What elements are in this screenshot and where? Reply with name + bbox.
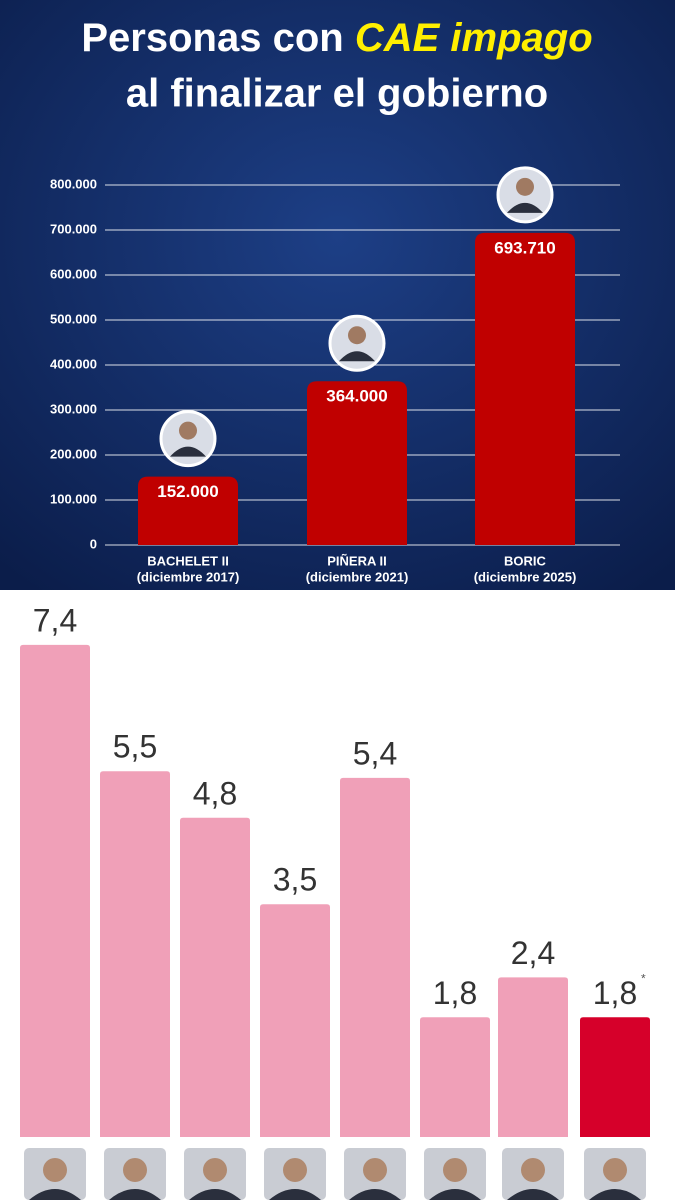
y-tick-label: 800.000 bbox=[50, 176, 97, 191]
title-highlight: CAE impago bbox=[355, 16, 593, 60]
x-tick-label: PIÑERA II bbox=[327, 553, 386, 568]
portrait-body bbox=[269, 1189, 321, 1200]
y-tick-label: 700.000 bbox=[50, 221, 97, 236]
bar bbox=[475, 232, 575, 545]
portrait-face bbox=[203, 1158, 227, 1182]
chart-title: Personas con CAE impago bbox=[81, 16, 592, 60]
portrait-face bbox=[348, 326, 366, 345]
x-tick-note: (diciembre 2025) bbox=[474, 569, 577, 584]
portrait-body bbox=[189, 1189, 241, 1200]
portrait-body bbox=[349, 1189, 401, 1200]
value-label: 3,5 bbox=[273, 862, 317, 898]
y-tick-label: 600.000 bbox=[50, 266, 97, 281]
portrait-face bbox=[283, 1158, 307, 1182]
value-label: 1,8 bbox=[593, 975, 637, 1011]
y-tick-label: 0 bbox=[90, 536, 97, 551]
value-label: 693.710 bbox=[494, 238, 555, 257]
portrait-face bbox=[123, 1158, 147, 1182]
portrait-face bbox=[363, 1158, 387, 1182]
bar bbox=[180, 817, 250, 1137]
x-tick-note: (diciembre 2021) bbox=[306, 569, 409, 584]
portrait-face bbox=[521, 1158, 545, 1182]
portrait-face bbox=[443, 1158, 467, 1182]
value-label: 152.000 bbox=[157, 482, 218, 501]
title-part: Personas con bbox=[81, 16, 343, 60]
y-tick-label: 400.000 bbox=[50, 356, 97, 371]
y-tick-label: 300.000 bbox=[50, 401, 97, 416]
x-tick-label: BACHELET II bbox=[147, 553, 229, 568]
bar bbox=[20, 644, 90, 1137]
bar bbox=[420, 1017, 490, 1137]
portrait-face bbox=[43, 1158, 67, 1182]
bar bbox=[138, 476, 238, 545]
portrait-body bbox=[339, 351, 375, 362]
bar bbox=[100, 771, 170, 1137]
chart-title: al finalizar el gobierno bbox=[126, 72, 548, 116]
footnote-mark: * bbox=[641, 971, 646, 985]
bar bbox=[580, 1017, 650, 1137]
portrait-face bbox=[179, 421, 197, 440]
value-label: 7,4 bbox=[33, 602, 77, 638]
portrait-body bbox=[109, 1189, 161, 1200]
bar bbox=[498, 977, 568, 1137]
portrait-face bbox=[603, 1158, 627, 1182]
x-tick-label: BORIC bbox=[504, 553, 547, 568]
portrait-body bbox=[170, 446, 206, 457]
y-tick-label: 500.000 bbox=[50, 311, 97, 326]
bar bbox=[307, 381, 407, 545]
portrait-body bbox=[429, 1189, 481, 1200]
portrait-body bbox=[29, 1189, 81, 1200]
portrait-body bbox=[589, 1189, 641, 1200]
value-label: 5,4 bbox=[353, 735, 397, 771]
portrait-body bbox=[507, 1189, 559, 1200]
value-label: 1,8 bbox=[433, 975, 477, 1011]
value-label: 5,5 bbox=[113, 729, 157, 765]
y-tick-label: 100.000 bbox=[50, 491, 97, 506]
value-label: 4,8 bbox=[193, 775, 237, 811]
bar bbox=[340, 777, 410, 1137]
value-label: 364.000 bbox=[326, 387, 387, 406]
portrait-face bbox=[516, 177, 534, 196]
portrait-body bbox=[507, 202, 543, 213]
value-label: 2,4 bbox=[511, 935, 555, 971]
y-tick-label: 200.000 bbox=[50, 446, 97, 461]
x-tick-note: (diciembre 2017) bbox=[137, 569, 240, 584]
bar bbox=[260, 904, 330, 1137]
